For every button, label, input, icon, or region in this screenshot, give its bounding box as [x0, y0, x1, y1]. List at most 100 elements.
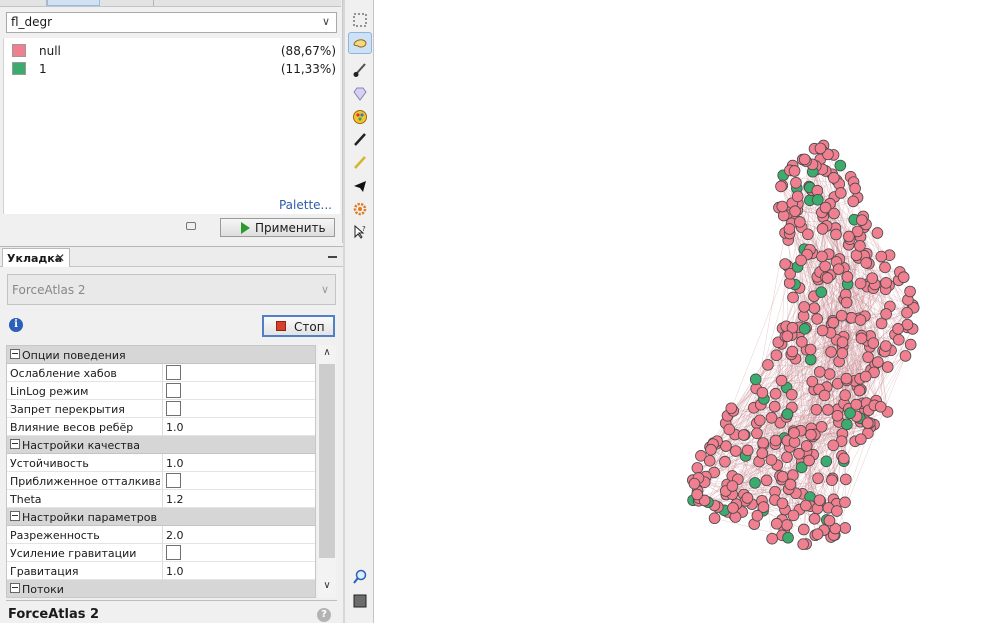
scroll-down-icon[interactable]: ∨: [318, 580, 336, 596]
graph-node[interactable]: [720, 456, 731, 467]
color-palette-tool[interactable]: [348, 106, 372, 128]
graph-node[interactable]: [787, 346, 798, 357]
graph-node[interactable]: [898, 272, 909, 283]
graph-node[interactable]: [840, 390, 851, 401]
minimize-icon[interactable]: [328, 256, 337, 258]
graph-node[interactable]: [863, 352, 874, 363]
graph-node[interactable]: [824, 369, 835, 380]
graph-node[interactable]: [812, 314, 823, 325]
stop-button[interactable]: Стоп: [262, 315, 335, 337]
graph-canvas[interactable]: [375, 0, 1008, 623]
graph-node[interactable]: [804, 455, 815, 466]
close-icon[interactable]: ✕: [55, 251, 65, 265]
graph-node[interactable]: [706, 444, 717, 455]
graph-node[interactable]: [831, 229, 842, 240]
graph-node[interactable]: [861, 258, 872, 269]
graph-node[interactable]: [835, 160, 846, 171]
zoom-tool[interactable]: [348, 566, 372, 588]
property-checkbox[interactable]: [166, 365, 181, 380]
graph-node[interactable]: [815, 143, 826, 154]
graph-node[interactable]: [828, 440, 839, 451]
graph-node[interactable]: [867, 273, 878, 284]
collapse-toggle-icon[interactable]: [10, 349, 20, 359]
property-scrollbar[interactable]: ∧ ∨: [318, 345, 336, 598]
graph-node[interactable]: [845, 408, 856, 419]
collapse-toggle-icon[interactable]: [10, 439, 20, 449]
graph-node[interactable]: [880, 262, 891, 273]
graph-node[interactable]: [791, 177, 802, 188]
graph-node[interactable]: [806, 429, 817, 440]
graph-node[interactable]: [872, 357, 883, 368]
property-value[interactable]: 2.0: [166, 529, 184, 542]
property-category[interactable]: Настройки качества: [7, 436, 315, 454]
graph-node[interactable]: [776, 181, 787, 192]
diamond-tool[interactable]: [348, 83, 372, 105]
graph-node[interactable]: [837, 348, 848, 359]
graph-node[interactable]: [789, 166, 800, 177]
pencil-tool[interactable]: [348, 129, 372, 151]
graph-node[interactable]: [862, 418, 873, 429]
graph-node[interactable]: [689, 478, 700, 489]
graph-node[interactable]: [817, 223, 828, 234]
graph-node[interactable]: [782, 331, 793, 342]
graph-node[interactable]: [692, 463, 703, 474]
graph-node[interactable]: [788, 292, 799, 303]
graph-node[interactable]: [820, 261, 831, 272]
property-checkbox[interactable]: [166, 473, 181, 488]
graph-node[interactable]: [799, 323, 810, 334]
graph-node[interactable]: [821, 456, 832, 467]
layout-algorithm-select[interactable]: ForceAtlas 2 ∨: [7, 274, 336, 305]
scroll-thumb[interactable]: [319, 364, 335, 558]
graph-node[interactable]: [777, 201, 788, 212]
gear-tool[interactable]: [348, 198, 372, 220]
graph-node[interactable]: [816, 421, 827, 432]
graph-node[interactable]: [758, 438, 769, 449]
graph-node[interactable]: [796, 255, 807, 266]
graph-node[interactable]: [860, 371, 871, 382]
graph-node[interactable]: [854, 385, 865, 396]
graph-node[interactable]: [770, 388, 781, 399]
graph-node[interactable]: [905, 286, 916, 297]
graph-node[interactable]: [826, 347, 837, 358]
graph-node[interactable]: [782, 409, 793, 420]
background-color-tool[interactable]: [348, 590, 372, 612]
graph-node[interactable]: [784, 224, 795, 235]
graph-node[interactable]: [882, 362, 893, 373]
graph-nodes[interactable]: [687, 140, 919, 550]
edge-pencil-tool[interactable]: [348, 152, 372, 174]
graph-node[interactable]: [794, 217, 805, 228]
graph-node[interactable]: [785, 479, 796, 490]
graph-node[interactable]: [823, 404, 834, 415]
graph-node[interactable]: [817, 251, 828, 262]
graph-node[interactable]: [788, 510, 799, 521]
graph-node[interactable]: [841, 297, 852, 308]
color-swatch[interactable]: [12, 44, 26, 57]
graph-node[interactable]: [900, 350, 911, 361]
graph-node[interactable]: [841, 373, 852, 384]
graph-node[interactable]: [766, 412, 777, 423]
graph-node[interactable]: [727, 481, 738, 492]
graph-node[interactable]: [855, 315, 866, 326]
graph-node[interactable]: [841, 419, 852, 430]
rectangle-select-tool[interactable]: [348, 9, 372, 31]
tab-nodes[interactable]: [0, 0, 47, 6]
graph-node[interactable]: [902, 307, 913, 318]
lasso-select-tool[interactable]: [348, 32, 372, 54]
graph-node[interactable]: [799, 301, 810, 312]
graph-node[interactable]: [754, 415, 765, 426]
graph-node[interactable]: [789, 428, 800, 439]
graph-node[interactable]: [836, 310, 847, 321]
help-icon[interactable]: ?: [317, 608, 331, 622]
graph-node[interactable]: [822, 273, 833, 284]
graph-node[interactable]: [855, 241, 866, 252]
graph-node[interactable]: [738, 430, 749, 441]
brush-tool[interactable]: [348, 59, 372, 81]
graph-node[interactable]: [840, 497, 851, 508]
graph-node[interactable]: [766, 455, 777, 466]
graph-node[interactable]: [855, 278, 866, 289]
graph-node[interactable]: [771, 350, 782, 361]
graph-node[interactable]: [777, 498, 788, 509]
graph-node[interactable]: [742, 493, 753, 504]
graph-node[interactable]: [809, 513, 820, 524]
graph-node[interactable]: [893, 323, 904, 334]
